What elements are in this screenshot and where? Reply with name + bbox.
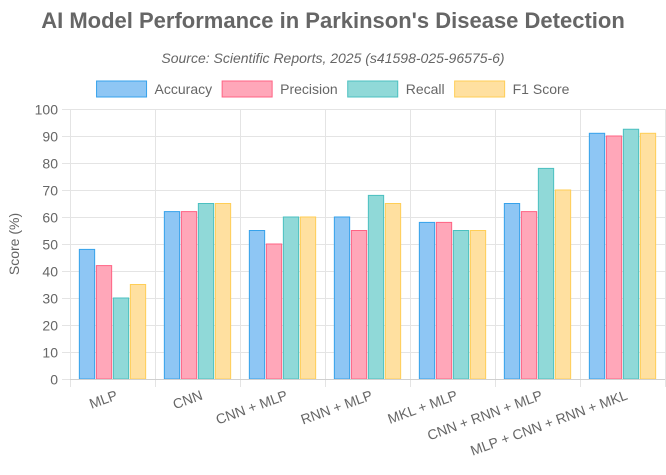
legend-swatch [454,80,506,98]
bar-recall-rnn-mlp[interactable] [367,194,385,380]
bar-accuracy-mlp-cnn-rnn-mkl[interactable] [588,132,606,380]
y-tick-label: 80 [42,156,58,172]
bar-recall-mlp-cnn-rnn-mkl[interactable] [622,128,640,380]
y-tick-label: 40 [42,264,58,280]
bar-f1-score-cnn[interactable] [214,203,232,380]
bar-f1-score-mlp[interactable] [129,284,147,380]
y-tick-label: 50 [42,237,58,253]
legend-label: F1 Score [513,81,570,97]
chart-title: AI Model Performance in Parkinson's Dise… [41,8,625,33]
bar-f1-score-cnn-mlp[interactable] [299,216,317,380]
bar-recall-cnn-mlp[interactable] [282,216,300,380]
bar-accuracy-rnn-mlp[interactable] [333,216,351,380]
legend-item-f1-score[interactable]: F1 Score [454,80,570,98]
legend-label: Recall [406,81,445,97]
x-tick-label: CNN + MLP [214,387,290,428]
bar-precision-cnn-rnn-mlp[interactable] [520,211,538,380]
y-tick-label: 100 [35,102,59,118]
legend-item-accuracy[interactable]: Accuracy [96,80,213,98]
y-tick-label: 0 [50,372,58,388]
legend-swatch [221,80,273,98]
y-tick-label: 20 [42,318,58,334]
bar-precision-rnn-mlp[interactable] [350,230,368,380]
bar-recall-mlp[interactable] [112,297,130,380]
y-tick-label: 90 [42,129,58,145]
bar-accuracy-mlp[interactable] [78,248,96,380]
legend-swatch [96,80,148,98]
x-tick-label: MLP [87,387,120,412]
x-tick-label: CNN [171,387,205,412]
y-tick-label: 30 [42,291,58,307]
bar-accuracy-cnn[interactable] [163,211,181,380]
bar-precision-mlp-cnn-rnn-mkl[interactable] [605,135,623,380]
bar-f1-score-rnn-mlp[interactable] [384,203,402,380]
bar-recall-cnn-rnn-mlp[interactable] [537,167,555,380]
y-tick-label: 60 [42,210,58,226]
bar-recall-mkl-mlp[interactable] [452,230,470,380]
chart-subtitle: Source: Scientific Reports, 2025 (s41598… [161,50,505,66]
bar-recall-cnn[interactable] [197,203,215,380]
bars [78,128,657,380]
legend-swatch [347,80,399,98]
legend: Accuracy Precision Recall F1 Score [96,80,570,98]
bar-accuracy-cnn-rnn-mlp[interactable] [503,203,521,380]
legend-label: Accuracy [155,81,213,97]
bar-accuracy-mkl-mlp[interactable] [418,221,436,380]
bar-precision-cnn[interactable] [180,211,198,380]
y-tick-label: 10 [42,345,58,361]
bar-precision-cnn-mlp[interactable] [265,243,283,380]
x-tick-label: MLP + CNN + RNN + MKL [468,387,630,459]
y-tick-label: 70 [42,183,58,199]
bar-f1-score-mlp-cnn-rnn-mkl[interactable] [639,132,657,380]
bar-f1-score-mkl-mlp[interactable] [469,230,487,380]
bar-precision-mkl-mlp[interactable] [435,221,453,380]
bar-precision-mlp[interactable] [95,265,113,380]
legend-item-precision[interactable]: Precision [221,80,338,98]
legend-item-recall[interactable]: Recall [347,80,445,98]
x-tick-label: RNN + MLP [299,387,375,428]
y-axis-title: Score (%) [6,213,22,275]
legend-label: Precision [280,81,338,97]
bar-f1-score-cnn-rnn-mlp[interactable] [554,189,572,380]
bar-accuracy-cnn-mlp[interactable] [248,230,266,380]
